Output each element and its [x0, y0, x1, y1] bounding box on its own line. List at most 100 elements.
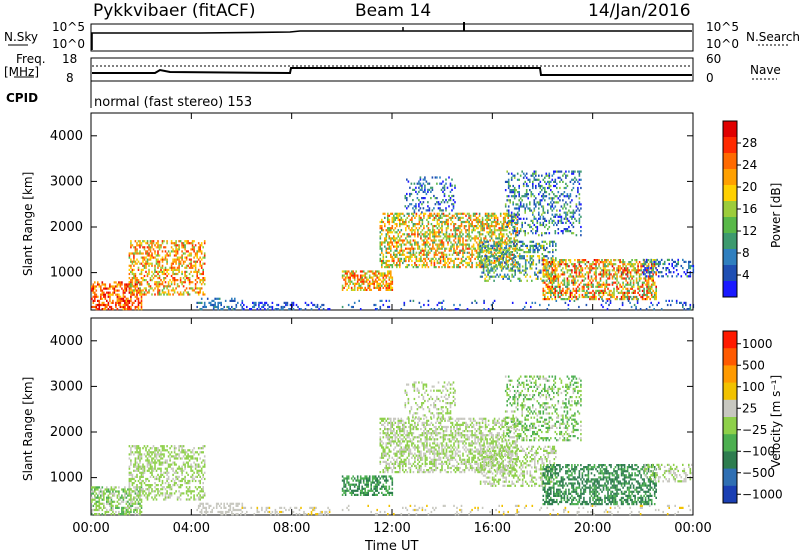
echo-cell — [253, 301, 256, 304]
echo-cell — [648, 305, 651, 309]
echo-cell — [134, 285, 137, 288]
echo-cell — [91, 287, 93, 290]
echo-cell — [145, 289, 147, 292]
echo-cell — [405, 259, 407, 263]
echo-cell — [405, 255, 407, 258]
echo-cell — [535, 174, 537, 177]
echo-cell — [94, 496, 96, 499]
echo-cell — [557, 228, 560, 231]
echo-cell — [409, 218, 412, 221]
echo-cell — [655, 289, 657, 292]
echo-cell — [158, 285, 161, 288]
echo-cell — [231, 305, 233, 309]
echo-cell — [499, 249, 502, 252]
echo-cell — [490, 253, 493, 256]
echo-cell — [445, 233, 448, 236]
echo-cell — [534, 301, 537, 304]
echo-cell — [565, 215, 567, 218]
echo-cell — [559, 261, 561, 264]
echo-cell — [388, 286, 391, 289]
echo-cell — [424, 212, 427, 215]
echo-cell — [415, 241, 418, 244]
echo-cell — [490, 248, 492, 252]
echo-cell — [578, 203, 581, 206]
echo-cell — [142, 246, 144, 249]
echo-cell — [518, 279, 521, 282]
echo-cell — [148, 268, 150, 271]
echo-cell — [544, 176, 546, 179]
echo-cell — [403, 220, 406, 224]
echo-cell — [130, 281, 132, 284]
echo-cell — [581, 269, 584, 272]
echo-cell — [634, 295, 636, 299]
echo-cell — [574, 271, 576, 274]
echo-cell — [616, 289, 618, 292]
echo-cell — [426, 218, 428, 221]
echo-cell — [559, 170, 561, 173]
echo-cell — [415, 190, 417, 193]
echo-cell — [490, 235, 493, 238]
echo-cell — [510, 223, 513, 227]
echo-cell — [623, 271, 626, 274]
echo-cell — [137, 301, 140, 304]
echo-cell — [407, 205, 410, 208]
echo-cell — [188, 272, 191, 276]
echo-cell — [430, 249, 433, 252]
echo-cell — [465, 243, 467, 246]
echo-cell — [353, 282, 356, 285]
echo-cell — [365, 288, 368, 291]
echo-cell — [466, 247, 469, 250]
echo-cell — [474, 257, 476, 260]
echo-cell — [176, 266, 179, 269]
echo-cell — [560, 261, 563, 264]
echo-cell — [110, 502, 113, 505]
echo-cell — [382, 257, 385, 260]
echo-cell — [569, 201, 572, 204]
echo-cell — [445, 253, 448, 256]
echo-cell — [193, 248, 195, 251]
echo-cell — [553, 271, 556, 274]
echo-cell — [152, 242, 155, 245]
echo-cell — [175, 242, 177, 245]
echo-cell — [557, 215, 560, 218]
echo-cell — [587, 295, 590, 299]
echo-cell — [184, 279, 186, 282]
echo-cell — [101, 490, 104, 493]
echo-cell — [421, 218, 424, 221]
echo-cell — [419, 182, 422, 185]
echo-cell — [158, 289, 161, 292]
echo-cell — [384, 237, 386, 240]
echo-cell — [128, 308, 131, 311]
echo-cell — [441, 305, 443, 309]
echo-cell — [391, 276, 394, 279]
echo-cell — [628, 277, 630, 280]
echo-cell — [642, 264, 645, 268]
echo-cell — [178, 258, 180, 261]
echo-cell — [584, 263, 587, 266]
echo-cell — [475, 220, 478, 224]
echo-cell — [122, 488, 125, 491]
echo-cell — [137, 268, 140, 271]
echo-cell — [568, 265, 570, 268]
echo-cell — [359, 308, 362, 311]
echo-cell — [432, 247, 434, 250]
echo-cell — [554, 271, 557, 274]
echo-cell — [584, 273, 587, 276]
echo-cell — [611, 291, 614, 294]
echo-cell — [400, 229, 403, 232]
echo-cell — [649, 285, 651, 288]
echo-cell — [565, 213, 567, 216]
echo-cell — [438, 216, 440, 219]
echo-cell — [501, 233, 503, 236]
echo-cell — [374, 308, 377, 311]
echo-cell — [106, 498, 108, 501]
echo-cell — [647, 287, 650, 290]
echo-cell — [176, 283, 179, 286]
echo-cell — [454, 231, 457, 234]
echo-cell — [572, 186, 575, 190]
echo-cell — [418, 257, 421, 260]
echo-cell — [503, 253, 506, 256]
echo-cell — [568, 269, 570, 272]
echo-cell — [172, 279, 174, 282]
